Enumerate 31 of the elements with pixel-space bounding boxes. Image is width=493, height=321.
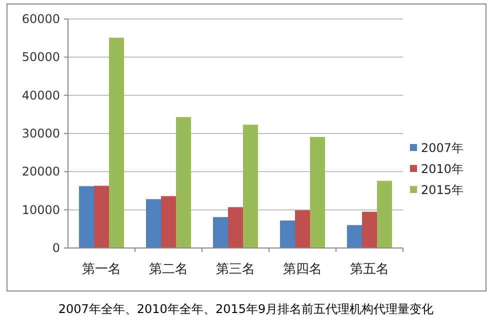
y-tick-label: 20000 bbox=[22, 164, 60, 179]
x-tick-label: 第五名 bbox=[350, 262, 389, 277]
bar bbox=[243, 124, 258, 248]
bar bbox=[362, 212, 377, 248]
text: 2007年全年、2010年全年、2015年9月排名前五代理机构代理量变化 bbox=[58, 302, 434, 316]
y-tick-label: 60000 bbox=[22, 12, 60, 26]
bar bbox=[94, 186, 109, 248]
bar bbox=[109, 38, 124, 248]
bar bbox=[161, 196, 176, 248]
x-tick-label: 第一名 bbox=[82, 262, 121, 277]
x-tick-label: 第二名 bbox=[149, 262, 188, 277]
y-tick-label: 0 bbox=[52, 241, 60, 255]
bar bbox=[79, 186, 94, 248]
y-tick-label: 50000 bbox=[22, 50, 60, 64]
bar bbox=[377, 180, 392, 248]
bar bbox=[228, 207, 243, 248]
legend-label: 2015年 bbox=[421, 183, 464, 197]
bar bbox=[146, 199, 161, 248]
x-tick-label: 第三名 bbox=[216, 262, 255, 277]
y-tick-label: 30000 bbox=[22, 126, 60, 140]
y-tick-label: 10000 bbox=[22, 202, 60, 217]
legend-label: 2007年 bbox=[421, 141, 464, 155]
bar bbox=[213, 217, 228, 248]
bar bbox=[295, 210, 310, 248]
y-tick-label: 40000 bbox=[22, 88, 60, 102]
bar bbox=[310, 136, 325, 248]
bar bbox=[280, 220, 295, 248]
bar bbox=[176, 117, 191, 248]
legend-label: 2010年 bbox=[421, 162, 464, 176]
x-tick-label: 第四名 bbox=[283, 262, 322, 277]
bar bbox=[347, 225, 362, 248]
